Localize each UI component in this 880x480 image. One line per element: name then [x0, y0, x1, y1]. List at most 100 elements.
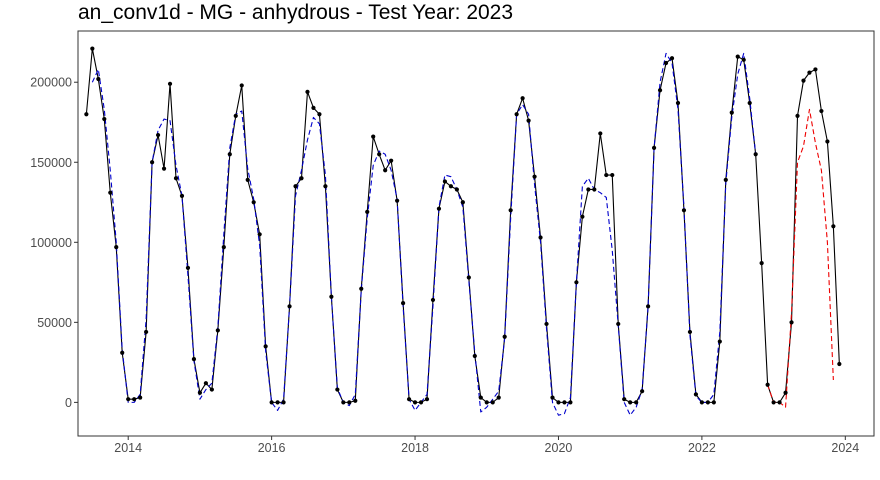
x-tick-label: 2022 — [688, 441, 716, 455]
actual-point — [556, 400, 561, 405]
actual-point — [651, 145, 657, 150]
actual-point — [126, 397, 131, 402]
actual-point — [747, 100, 752, 106]
actual-point — [167, 81, 173, 86]
actual-point — [281, 400, 286, 405]
actual-point — [586, 187, 591, 192]
x-tick-label: 2024 — [831, 441, 859, 455]
actual-point — [490, 400, 495, 405]
actual-point — [538, 235, 543, 240]
y-tick-label: 200000 — [30, 76, 72, 90]
actual-point — [251, 200, 256, 205]
actual-point — [90, 46, 95, 51]
actual-point — [819, 108, 824, 114]
actual-point — [777, 400, 782, 405]
actual-point — [741, 57, 746, 62]
actual-point — [646, 304, 651, 309]
plot-frame — [77, 30, 875, 437]
actual-point — [783, 390, 788, 395]
actual-point — [353, 398, 358, 403]
plot-panel — [78, 31, 874, 436]
actual-point — [663, 60, 669, 66]
actual-point — [466, 275, 471, 280]
actual-point — [454, 187, 459, 192]
actual-point — [711, 400, 716, 405]
actual-point — [430, 297, 436, 303]
actual-point — [395, 198, 400, 203]
actual-point — [389, 158, 394, 163]
actual-point — [257, 232, 262, 237]
actual-point — [347, 400, 352, 405]
actual-point — [478, 395, 483, 400]
actual-point — [753, 152, 758, 157]
actual-point — [442, 179, 448, 184]
actual-point — [227, 152, 232, 157]
actual-point — [693, 392, 699, 397]
actual-point — [239, 83, 244, 88]
chart-title: an_conv1d - MG - anhydrous - Test Year: … — [78, 1, 514, 24]
actual-point — [705, 400, 710, 405]
actual-point — [341, 400, 346, 405]
actual-point — [155, 132, 161, 138]
x-tick-label: 2016 — [258, 441, 286, 455]
actual-point — [144, 329, 149, 335]
actual-point — [412, 400, 418, 405]
x-tick-label: 2018 — [401, 441, 429, 455]
actual-point — [400, 301, 406, 306]
actual-point — [209, 387, 214, 392]
actual-point — [598, 131, 603, 136]
points-layer — [84, 46, 842, 405]
actual-point — [723, 177, 728, 182]
actual-point — [514, 112, 519, 117]
plot-background — [78, 31, 874, 436]
actual-point — [771, 400, 776, 405]
actual-point — [275, 400, 280, 405]
actual-point — [84, 112, 89, 117]
actual-point — [305, 89, 310, 94]
actual-point — [604, 172, 609, 178]
actual-point — [502, 334, 507, 339]
actual-point — [717, 339, 722, 344]
actual-point — [592, 187, 597, 192]
actual-point — [472, 353, 477, 359]
actual-point — [96, 76, 101, 82]
actual-point — [574, 280, 579, 285]
y-tick-label: 100000 — [30, 236, 72, 250]
actual-point — [424, 397, 430, 402]
actual-point — [317, 112, 322, 117]
actual-point — [179, 193, 185, 198]
actual-point — [191, 357, 197, 362]
actual-point — [616, 321, 621, 327]
actual-point — [161, 166, 167, 171]
actual-point — [185, 265, 191, 271]
actual-point — [520, 96, 525, 101]
x-tick-label: 2020 — [545, 441, 573, 455]
actual-point — [622, 397, 627, 402]
actual-point — [108, 190, 113, 195]
y-tick-label: 50000 — [37, 316, 72, 330]
plot-border — [77, 30, 875, 437]
actual-point — [532, 174, 537, 179]
actual-point — [377, 152, 382, 157]
actual-point — [807, 70, 812, 75]
actual-point — [735, 54, 740, 59]
actual-point — [610, 172, 615, 178]
actual-point — [460, 200, 465, 205]
actual-point — [120, 350, 125, 355]
actual-point — [681, 208, 687, 213]
actual-point — [759, 261, 764, 266]
actual-point — [801, 78, 806, 83]
actual-point — [335, 387, 340, 392]
actual-point — [263, 344, 268, 349]
actual-point — [825, 139, 830, 144]
actual-point — [329, 294, 334, 299]
actual-point — [765, 382, 770, 387]
actual-point — [323, 184, 328, 189]
actual-point — [484, 400, 489, 405]
actual-point — [221, 245, 226, 250]
actual-point — [287, 304, 292, 309]
actual-point — [418, 400, 424, 405]
actual-point — [245, 177, 250, 182]
actual-point — [132, 397, 137, 402]
x-tick-label: 2014 — [114, 441, 142, 455]
